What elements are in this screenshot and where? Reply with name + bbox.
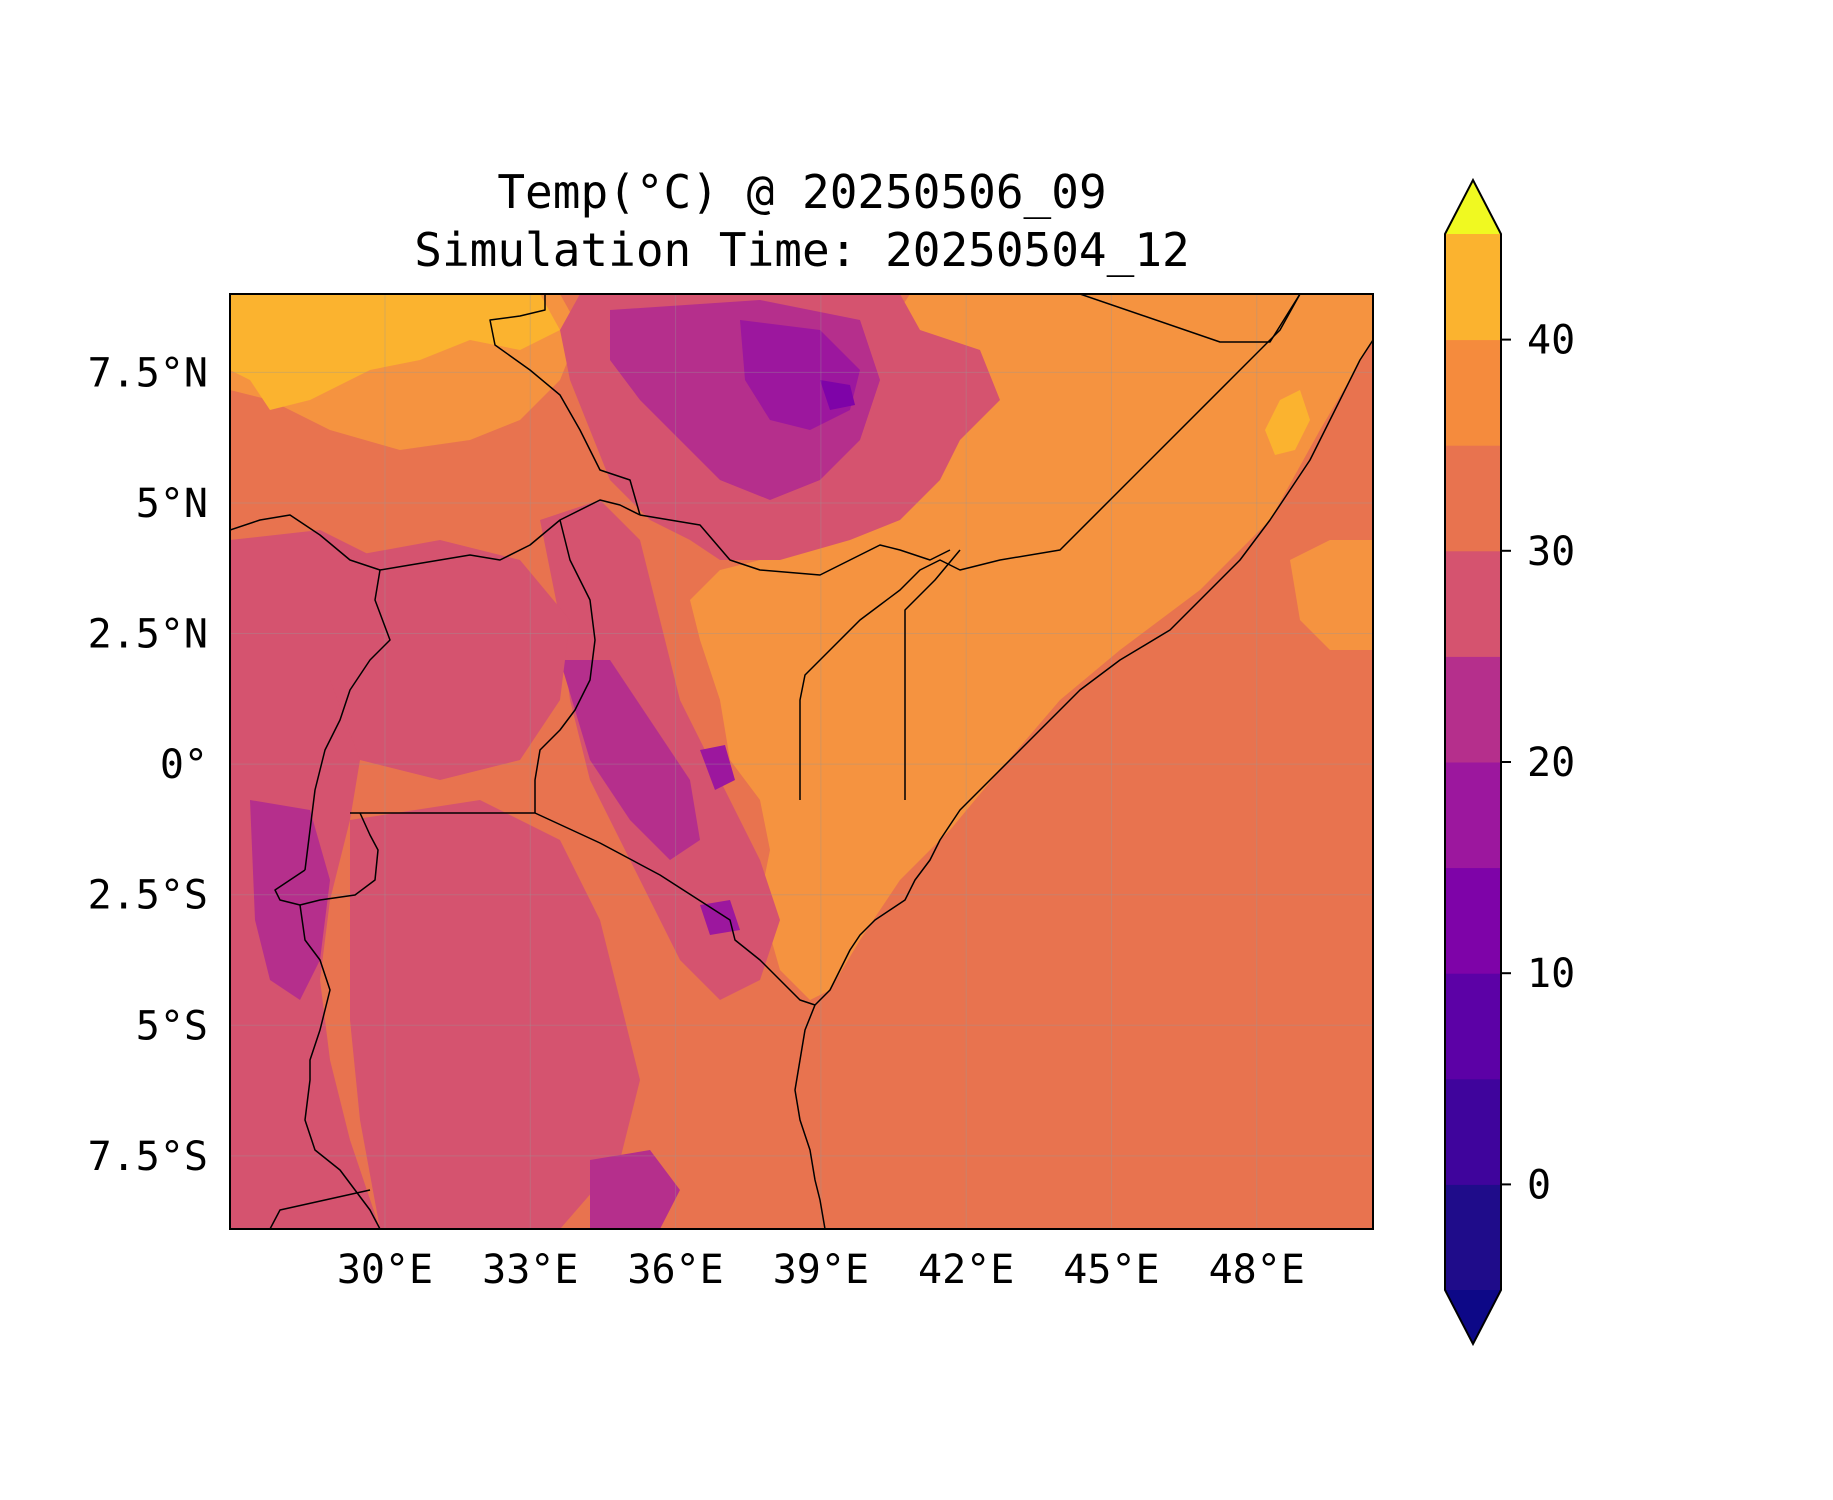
x-tick-label-2: 36°E	[627, 1247, 723, 1293]
title-line-2: Simulation Time: 20250504_12	[414, 223, 1189, 277]
somalia-ethiopia-border	[799, 294, 1301, 800]
map-panel: 30°E 33°E 36°E 39°E 42°E 45°E 48°E 7.5°N 5°N 2.5…	[88, 293, 1374, 1293]
south-sudan-uganda-border	[230, 499, 641, 571]
kenya-somalia-border	[904, 549, 961, 800]
coastline	[794, 339, 1373, 1229]
zambia-border	[269, 1189, 371, 1229]
field-warm-tanzania	[350, 800, 640, 1229]
colorbar-extend-min	[1445, 1290, 1501, 1344]
uganda-drc-border	[304, 569, 391, 871]
x-tick-label-6: 48°E	[1209, 1247, 1305, 1293]
field-coldest-ethiopia	[820, 380, 855, 410]
field-hottest-nw	[230, 294, 560, 410]
y-tick-label-6: 7.5°S	[88, 1134, 208, 1180]
colorbar-segment-9	[1445, 234, 1501, 341]
y-axis-ticks: 7.5°N 5°N 2.5°N 0° 2.5°S 5°S 7.5°S	[88, 350, 208, 1180]
colorbar-tick-label-2: 20	[1527, 740, 1575, 786]
y-tick-label-2: 2.5°N	[88, 612, 208, 658]
kenya-ethiopia-border	[639, 514, 951, 576]
y-tick-label-0: 7.5°N	[88, 350, 208, 396]
x-axis-ticks: 30°E 33°E 36°E 39°E 42°E 45°E 48°E	[337, 1247, 1305, 1293]
y-tick-label-4: 2.5°S	[88, 873, 208, 919]
colorbar-tick-label-4: 40	[1527, 318, 1575, 364]
field-cold-kilimanjaro	[700, 900, 740, 935]
colorbar-segment-2	[1445, 973, 1501, 1080]
y-tick-label-5: 5°S	[136, 1003, 208, 1049]
field-warm-uganda	[330, 540, 570, 780]
field-cool-rift	[560, 660, 700, 860]
gridlines	[230, 294, 1373, 1229]
colorbar-segment-7	[1445, 445, 1501, 552]
colorbar-segment-6	[1445, 550, 1501, 657]
x-tick-label-5: 45°E	[1063, 1247, 1159, 1293]
tanzania-north-border	[350, 812, 816, 1006]
colorbar-segment-1	[1445, 1078, 1501, 1185]
field-hot-east-ocean	[1290, 540, 1373, 650]
x-tick-label-3: 39°E	[773, 1247, 869, 1293]
map-frame	[229, 293, 1374, 1230]
colorbar: 0 10 20 30 40	[1444, 177, 1575, 1347]
colorbar-segment-5	[1445, 656, 1501, 763]
colorbar-tick-label-1: 10	[1527, 951, 1575, 997]
south-sudan-ethiopia-border	[489, 294, 641, 516]
somalia-north-border	[1079, 294, 1301, 343]
title-line-1: Temp(°C) @ 20250506_09	[497, 165, 1106, 219]
colorbar-tick-label-3: 30	[1527, 529, 1575, 575]
colorbar-segment-8	[1445, 339, 1501, 446]
field-hottest-somalia	[1265, 390, 1310, 455]
colorbar-extend-max	[1445, 180, 1501, 234]
x-tick-label-1: 33°E	[482, 1247, 578, 1293]
rwanda-burundi-border	[274, 812, 379, 906]
colorbar-segment-4	[1445, 762, 1501, 869]
borders-coastline	[230, 294, 1373, 1229]
y-tick-label-3: 0°	[160, 742, 208, 788]
field-cool-lakes	[250, 800, 330, 1000]
colorbar-segment-0	[1445, 1184, 1501, 1291]
x-tick-label-0: 30°E	[337, 1247, 433, 1293]
field-cold-kenya	[700, 745, 735, 790]
field-cool-tanzania	[590, 1150, 680, 1229]
tanzania-west-border	[299, 904, 381, 1229]
x-tick-label-4: 42°E	[918, 1247, 1014, 1293]
colorbar-segment-3	[1445, 867, 1501, 974]
y-tick-label-1: 5°N	[136, 481, 208, 527]
colorbar-tick-label-0: 0	[1527, 1162, 1551, 1208]
colorbar-outline	[1444, 177, 1502, 1347]
uganda-kenya-border	[534, 519, 596, 813]
